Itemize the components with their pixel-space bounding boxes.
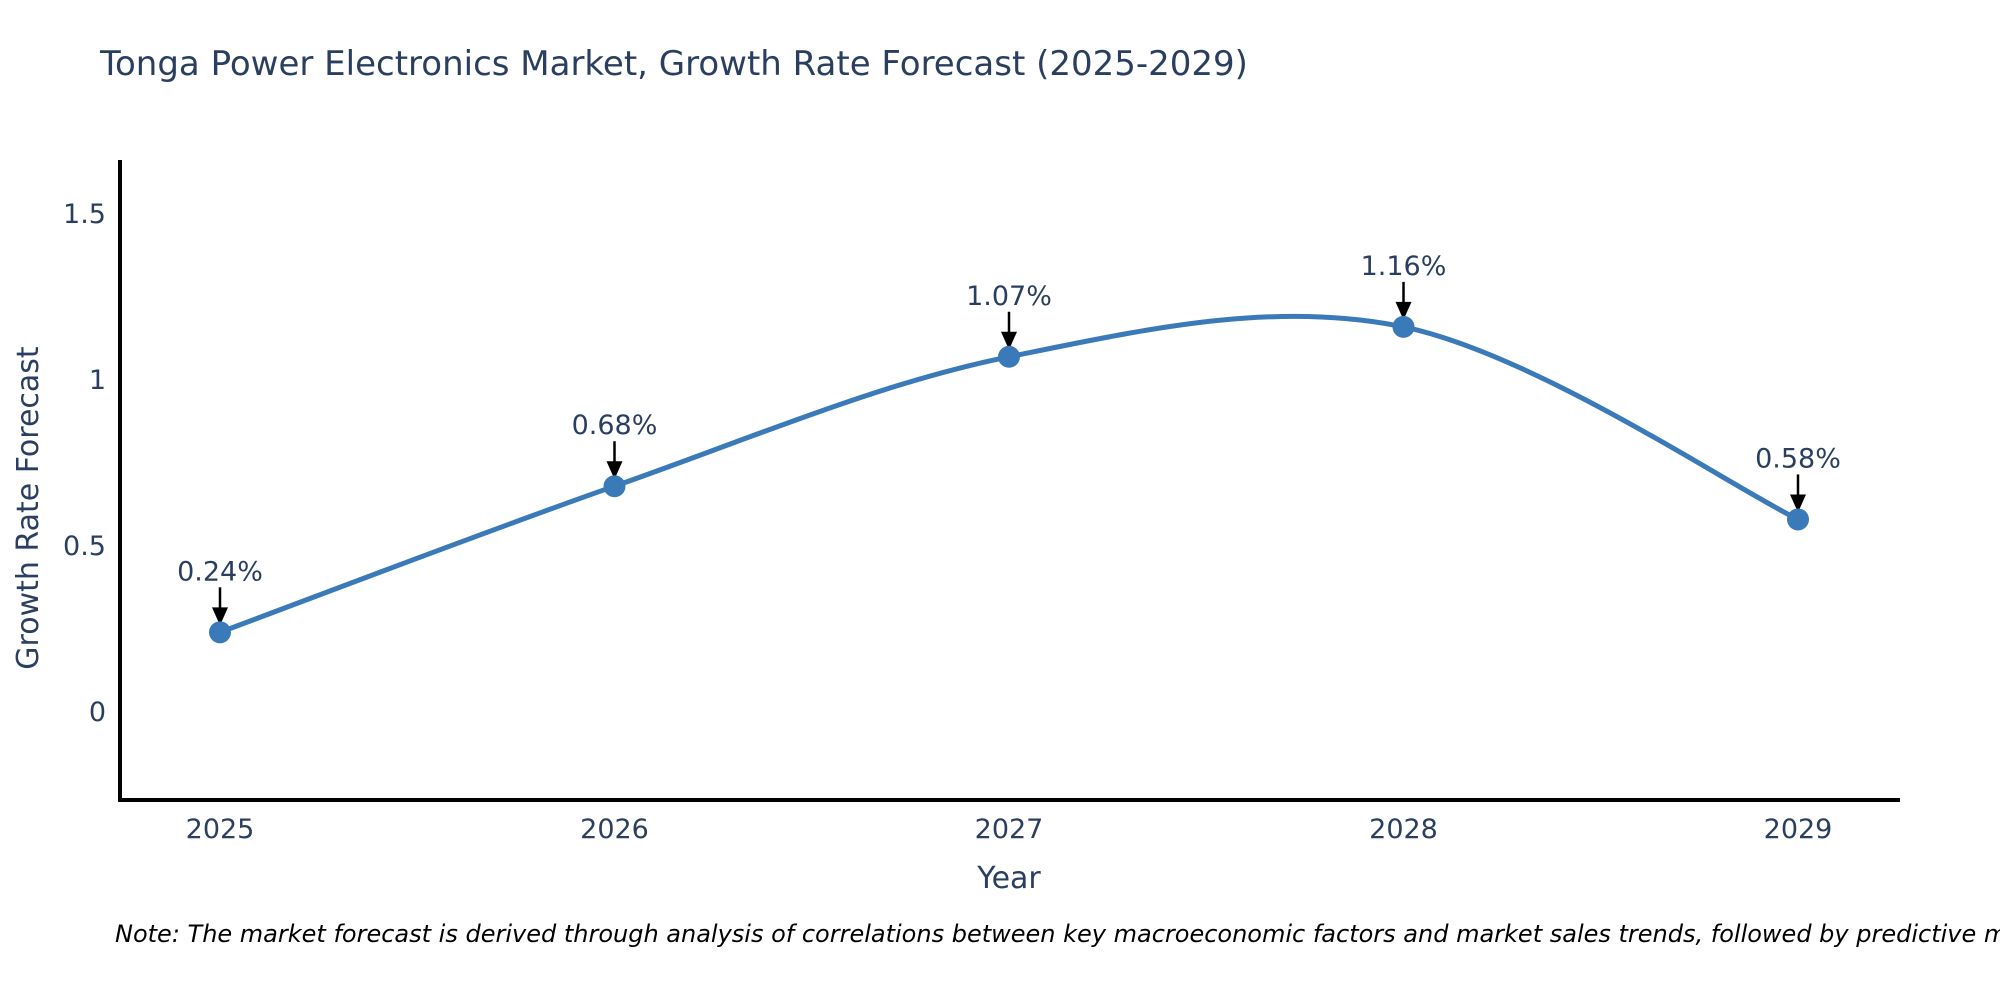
x-tick-label: 2026	[580, 814, 649, 845]
footnote: Note: The market forecast is derived thr…	[115, 920, 2000, 948]
point-value-label: 0.68%	[572, 410, 658, 441]
y-tick-label: 0.5	[63, 531, 106, 562]
data-point-marker[interactable]	[1787, 508, 1809, 531]
y-tick-label: 1.5	[63, 199, 106, 230]
data-point-marker[interactable]	[1392, 315, 1415, 338]
y-tick-label: 1	[89, 365, 106, 396]
annotation-arrowhead	[606, 461, 623, 480]
chart-title: Tonga Power Electronics Market, Growth R…	[100, 44, 1248, 84]
annotation-arrowhead	[1001, 331, 1017, 350]
point-value-label: 1.07%	[966, 281, 1052, 312]
x-tick-label: 2027	[975, 814, 1044, 845]
y-tick-label: 0	[89, 697, 106, 728]
annotation-arrowhead	[212, 607, 228, 626]
data-point-marker[interactable]	[998, 345, 1020, 368]
data-point-marker[interactable]	[209, 621, 231, 644]
point-value-label: 1.16%	[1361, 251, 1447, 282]
point-value-label: 0.24%	[177, 556, 263, 587]
data-point-marker[interactable]	[603, 475, 626, 498]
x-tick-label: 2029	[1764, 814, 1833, 845]
annotation-arrowhead	[1395, 301, 1412, 320]
point-value-label: 0.58%	[1755, 443, 1841, 474]
y-axis-title: Growth Rate Forecast	[11, 346, 46, 670]
x-tick-label: 2025	[186, 814, 255, 845]
x-tick-label: 2028	[1369, 814, 1438, 845]
annotation-arrowhead	[1790, 494, 1806, 513]
x-axis-title: Year	[976, 861, 1041, 896]
